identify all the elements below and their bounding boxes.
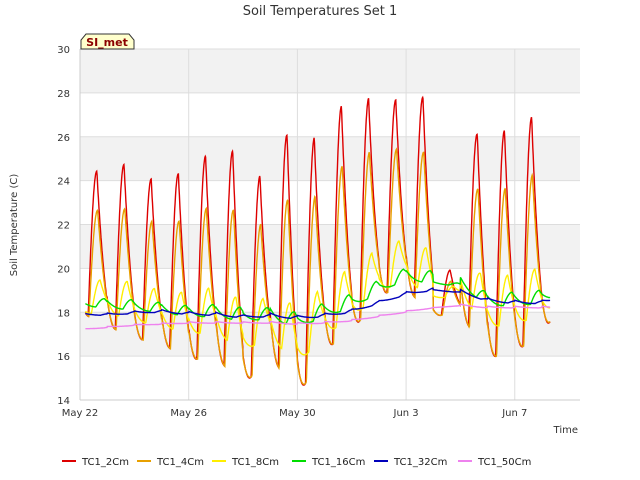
series-lines bbox=[84, 95, 551, 386]
background-band bbox=[80, 312, 580, 357]
legend-label: TC1_8Cm bbox=[231, 457, 279, 468]
legend-item-tc1_4cm: TC1_4Cm bbox=[137, 457, 204, 468]
y-tick-label: 18 bbox=[57, 308, 70, 319]
legend-label: TC1_32Cm bbox=[393, 457, 447, 468]
legend-item-tc1_8cm: TC1_8Cm bbox=[212, 457, 279, 468]
series-line-tc1_32cm bbox=[85, 287, 551, 319]
legend-label: TC1_50Cm bbox=[477, 457, 531, 468]
y-tick-label: 24 bbox=[57, 177, 70, 188]
series-line-tc1_4cm bbox=[84, 147, 551, 385]
y-tick-label: 20 bbox=[57, 264, 70, 275]
x-tick-label: Jun 7 bbox=[501, 408, 527, 419]
axes: 14 16 18 20 22 24 26 28 30 May 22 May 26 May 30 Jun … bbox=[57, 45, 580, 419]
y-axis-title: Soil Temperature (C) bbox=[9, 174, 20, 277]
series-line-tc1_8cm bbox=[84, 240, 551, 356]
site-label: SI_met bbox=[86, 36, 128, 49]
series-line-tc1_50cm bbox=[85, 303, 551, 330]
y-tick-label: 28 bbox=[57, 89, 70, 100]
legend-label: TC1_4Cm bbox=[156, 457, 204, 468]
x-axis-title: Time bbox=[553, 425, 578, 436]
background-band bbox=[80, 136, 580, 181]
background-band bbox=[80, 49, 580, 93]
x-tick-label: Jun 3 bbox=[393, 408, 419, 419]
x-tick-label: May 30 bbox=[279, 408, 316, 419]
legend: TC1_2Cm TC1_4Cm TC1_8Cm TC1_16Cm TC1_32Cm TC1… bbox=[62, 457, 531, 468]
legend-item-tc1_16cm: TC1_16Cm bbox=[292, 457, 365, 468]
series-line-tc1_16cm bbox=[85, 268, 551, 325]
legend-item-tc1_2cm: TC1_2Cm bbox=[62, 457, 129, 468]
y-tick-label: 16 bbox=[57, 352, 70, 363]
legend-label: TC1_16Cm bbox=[311, 457, 365, 468]
background-band bbox=[80, 224, 580, 269]
x-tick-label: May 22 bbox=[62, 408, 99, 419]
x-tick-label: May 26 bbox=[170, 408, 207, 419]
site-label-box: SI_met bbox=[80, 33, 135, 50]
y-tick-label: 14 bbox=[57, 396, 70, 407]
chart-title: Soil Temperatures Set 1 bbox=[243, 4, 398, 19]
y-tick-label: 30 bbox=[57, 45, 70, 56]
legend-item-tc1_50cm: TC1_50Cm bbox=[458, 457, 531, 468]
y-tick-label: 22 bbox=[57, 221, 70, 232]
legend-label: TC1_2Cm bbox=[81, 457, 129, 468]
y-tick-label: 26 bbox=[57, 133, 70, 144]
legend-item-tc1_32cm: TC1_32Cm bbox=[374, 457, 447, 468]
